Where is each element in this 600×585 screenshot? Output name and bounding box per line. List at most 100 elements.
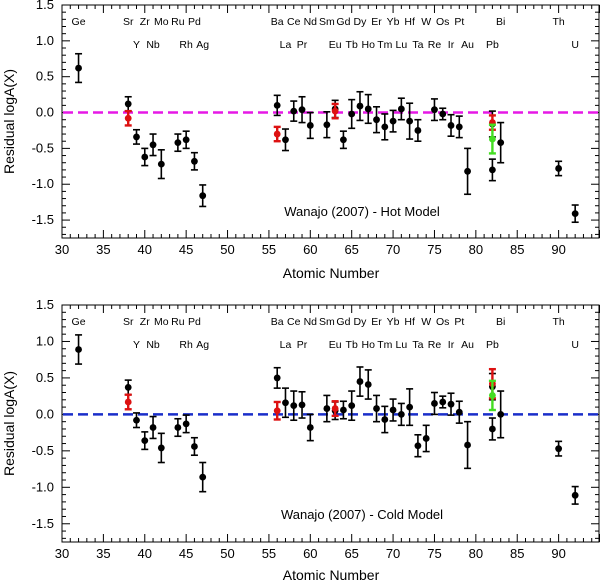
data-point	[124, 100, 132, 108]
data-point	[124, 114, 132, 122]
data-point	[340, 406, 347, 414]
data-point	[571, 491, 579, 499]
element-label-ge: Ge	[72, 16, 86, 28]
element-label-gd: Gd	[336, 16, 350, 28]
data-point	[331, 405, 339, 412]
data-point	[141, 153, 149, 161]
data-point	[282, 399, 289, 407]
data-point	[389, 406, 397, 414]
x-tick-label: 75	[427, 242, 441, 257]
x-tick-label: 35	[96, 546, 110, 561]
element-label-os: Os	[436, 16, 449, 28]
element-label-w: W	[421, 316, 431, 328]
element-label-pd: Pd	[188, 16, 201, 28]
element-label-rh: Rh	[179, 39, 193, 51]
element-label-re: Re	[428, 339, 442, 351]
data-point	[489, 392, 496, 399]
x-tick-label: 90	[551, 546, 565, 561]
element-label-ce: Ce	[287, 316, 301, 328]
element-label-ho: Ho	[362, 339, 376, 351]
data-point	[406, 403, 414, 411]
element-label-yb: Yb	[387, 316, 400, 328]
x-tick-label: 55	[262, 546, 276, 561]
element-label-nb: Nb	[146, 39, 160, 51]
element-label-la: La	[280, 339, 292, 351]
y-tick-label: -1.5	[32, 516, 54, 531]
element-label-yb: Yb	[387, 16, 400, 28]
x-tick-label: 85	[510, 546, 524, 561]
x-tick-label: 60	[303, 546, 317, 561]
data-point	[75, 346, 82, 353]
y-tick-label: 1.5	[36, 297, 54, 312]
x-tick-label: 60	[303, 242, 317, 257]
model-title: Wanajo (2007) - Hot Model	[284, 204, 440, 219]
element-label-mo: Mo	[154, 16, 169, 28]
data-point	[397, 105, 405, 113]
element-label-ta: Ta	[412, 39, 423, 51]
x-tick-label: 30	[55, 546, 69, 561]
x-tick-label: 75	[427, 546, 441, 561]
data-point	[414, 127, 422, 134]
data-point	[373, 405, 380, 412]
model-title: Wanajo (2007) - Cold Model	[281, 507, 443, 522]
x-tick-label: 70	[386, 242, 400, 257]
data-point	[340, 136, 347, 144]
series-black	[75, 334, 579, 505]
data-point	[489, 166, 496, 174]
element-label-pd: Pd	[188, 316, 201, 328]
element-label-hf: Hf	[404, 16, 415, 28]
data-point	[364, 105, 372, 113]
data-point	[273, 101, 281, 109]
element-label-zr: Zr	[140, 316, 150, 328]
x-axis-label: Atomic Number	[283, 567, 380, 583]
element-label-pb: Pb	[486, 339, 499, 351]
data-point	[497, 410, 505, 418]
y-axis-label: Residual logA(X)	[1, 371, 17, 476]
element-label-nd: Nd	[304, 16, 318, 28]
element-label-re: Re	[428, 39, 442, 51]
element-label-pr: Pr	[297, 339, 308, 351]
x-tick-label: 55	[262, 242, 276, 257]
data-point	[497, 139, 505, 147]
y-axis-label: Residual logA(X)	[1, 69, 17, 174]
y-tick-label: 1.0	[36, 333, 54, 348]
element-label-lu: Lu	[396, 339, 408, 351]
data-point	[149, 424, 157, 431]
data-point	[571, 210, 579, 218]
data-point	[157, 160, 165, 168]
element-label-pr: Pr	[297, 39, 308, 51]
element-label-y: Y	[133, 339, 140, 351]
element-label-sm: Sm	[319, 16, 335, 28]
x-axis-label: Atomic Number	[283, 265, 380, 281]
data-point	[323, 121, 331, 129]
data-point	[133, 133, 140, 141]
element-label-gd: Gd	[336, 316, 350, 328]
data-point	[273, 374, 281, 382]
element-label-eu: Eu	[329, 339, 342, 351]
element-label-au: Au	[461, 339, 474, 351]
data-point	[306, 424, 314, 431]
data-point	[455, 408, 463, 416]
series-black	[75, 52, 579, 224]
element-label-bi: Bi	[496, 16, 505, 28]
element-label-ru: Ru	[171, 16, 185, 28]
data-point	[290, 402, 298, 410]
element-label-ir: Ir	[448, 39, 455, 51]
x-tick-label: 40	[138, 242, 152, 257]
y-tick-label: -1.0	[32, 176, 54, 191]
element-label-os: Os	[436, 316, 449, 328]
data-point	[306, 122, 314, 129]
data-point	[381, 123, 389, 131]
data-point	[290, 107, 298, 115]
element-label-ir: Ir	[448, 339, 455, 351]
element-label-dy: Dy	[354, 316, 368, 328]
data-point	[397, 410, 405, 418]
element-label-ba: Ba	[271, 316, 284, 328]
element-label-er: Er	[371, 316, 382, 328]
element-label-u: U	[571, 339, 579, 351]
data-point	[464, 441, 471, 449]
data-point	[298, 106, 306, 114]
y-tick-label: 1.5	[36, 0, 54, 12]
y-tick-label: 0.5	[36, 69, 54, 84]
